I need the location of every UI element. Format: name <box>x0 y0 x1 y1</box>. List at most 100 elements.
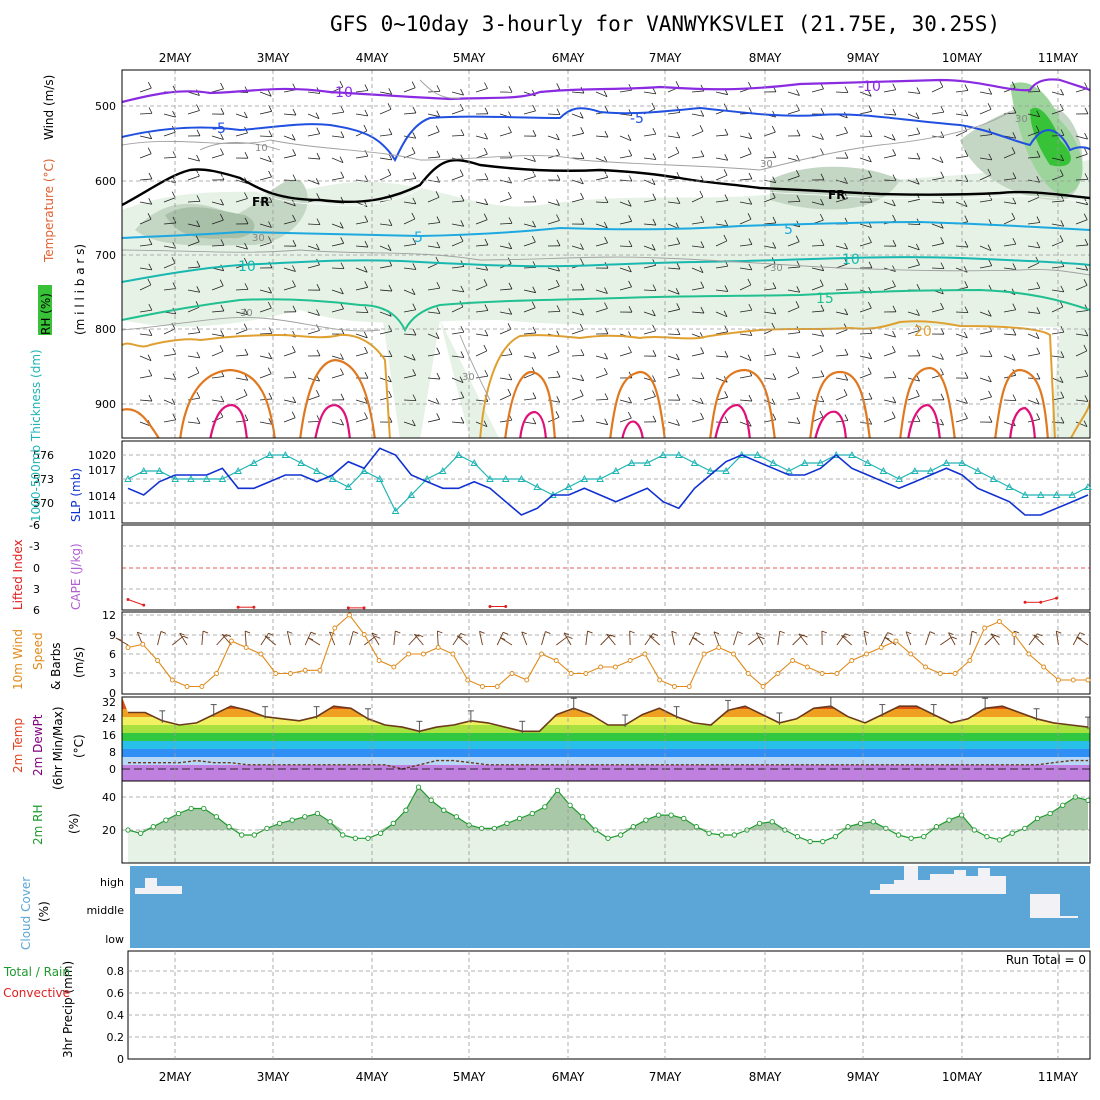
wind-barb <box>211 244 225 247</box>
wind-barb-flag <box>820 239 825 246</box>
rh-point <box>681 815 687 822</box>
wind10m-point <box>288 671 293 676</box>
date-label-top: 3MAY <box>257 51 290 65</box>
rh-point <box>719 832 725 838</box>
wind10m-barb-flag <box>499 637 506 640</box>
wind-barb-flag <box>1060 285 1065 293</box>
wind10m-point <box>1070 677 1076 683</box>
cloud-blocks <box>135 866 1078 918</box>
wind-barb-flag <box>1059 235 1064 242</box>
wind-barb-flag <box>364 306 369 313</box>
thickness-marker <box>281 450 290 458</box>
wind-barb-flag <box>556 239 561 246</box>
wind10m-panel: 12 9 6 3 0 10m Wind Speed & Barbs (m/s) <box>11 609 1091 700</box>
wind-barb-flag <box>820 173 825 180</box>
lifted-index-point <box>236 605 240 609</box>
wind-barb <box>907 264 920 269</box>
wind-barb <box>907 113 920 120</box>
wind10m-barb <box>329 631 336 646</box>
wind-barb-flag <box>964 346 968 354</box>
wind10m-point <box>155 658 160 663</box>
wind-barb-flag <box>532 130 537 137</box>
wind10m-barb-flag <box>695 631 701 635</box>
wind-barb <box>907 245 920 251</box>
wind10m-barb-flag <box>137 631 143 635</box>
wind-barb <box>523 332 536 335</box>
wind10m-barb-flag <box>160 630 167 634</box>
wind-barb-flag <box>412 394 417 401</box>
wind10m-barb-flag <box>456 635 463 639</box>
wind-barb-flag <box>1059 103 1064 111</box>
wind-barb <box>211 416 224 423</box>
wind-barb <box>1027 131 1040 137</box>
wind-barb <box>739 267 752 271</box>
wind-barb-flag <box>891 411 896 418</box>
wind-barb-flag <box>892 396 897 403</box>
wind-barb-flag <box>939 80 944 88</box>
wind10m-barb-flag <box>460 632 466 636</box>
ytick-label: 40 <box>102 791 116 804</box>
wind-barb-flag <box>652 87 657 95</box>
wind-barb-flag <box>267 155 272 163</box>
wind-barb-flag <box>339 80 344 88</box>
wind-barb <box>715 240 728 247</box>
wind-barb <box>811 135 824 140</box>
wind-barb-flag <box>460 129 465 136</box>
wind10m-barb <box>1033 634 1045 646</box>
wind-barb <box>403 374 416 379</box>
rh-point <box>883 825 889 831</box>
wind-barb-flag <box>484 107 489 114</box>
contour-label: -10 <box>330 85 353 101</box>
wind-barb <box>619 201 632 207</box>
rh-point <box>251 832 257 838</box>
wind10m-point <box>1085 677 1091 683</box>
wind-barb <box>787 91 800 96</box>
wind-barb-flag <box>171 257 176 264</box>
wind-barb-flag <box>580 374 585 381</box>
wind-barb <box>763 156 777 159</box>
wind-barb-flag <box>507 323 512 330</box>
thickness-marker <box>124 474 132 482</box>
wind10m-barb-flag <box>1056 630 1062 634</box>
wind10m-barb <box>713 631 720 646</box>
wind-barb-flag <box>748 198 753 205</box>
wind10m-barb-flag <box>971 630 978 634</box>
wind-barb <box>403 112 416 115</box>
wind-barb-flag <box>627 134 632 141</box>
wind-barb-flag <box>819 345 824 352</box>
rh-point <box>289 817 295 823</box>
wind-barb-flag <box>748 172 753 180</box>
wind-barb-flag <box>868 170 872 178</box>
wind10m-point <box>612 664 618 670</box>
wind-barb <box>859 355 872 360</box>
contour-label: 30 <box>252 233 265 244</box>
wind-barb <box>403 421 416 427</box>
wind-barb-flag <box>603 90 608 97</box>
wind-barb <box>787 289 800 293</box>
thickness-marker <box>1068 490 1077 498</box>
lifted-index-point <box>142 603 146 607</box>
wind-barb <box>619 245 633 248</box>
wind-barb <box>1003 243 1016 247</box>
wind-barb-flag <box>987 310 992 317</box>
wind-barb-flag <box>340 302 344 310</box>
wind-barb <box>139 267 152 271</box>
wind-barb-flag <box>988 416 993 423</box>
thickness-marker <box>659 450 667 458</box>
date-label-top: 6MAY <box>552 51 585 65</box>
slp-thickness-panel: 576 573 570 1020 1017 1014 1011 1000-500… <box>29 349 1092 524</box>
wind10m-barb <box>948 632 956 646</box>
wind-barb-flag <box>652 153 657 160</box>
wind10m-barb <box>541 631 546 646</box>
wind-barb <box>235 377 248 381</box>
thickness-marker <box>879 466 888 474</box>
wind10m-barb-flag <box>268 632 274 636</box>
wind-barb-flag <box>628 306 633 313</box>
wind-barb <box>331 242 344 247</box>
wind-barb-flag <box>1035 332 1040 339</box>
wind-barb <box>739 153 752 159</box>
wind-barb <box>235 329 248 335</box>
wind-barb-flag <box>244 192 248 199</box>
wind-barb-flag <box>556 370 561 378</box>
ytick-label: 32 <box>102 696 116 709</box>
